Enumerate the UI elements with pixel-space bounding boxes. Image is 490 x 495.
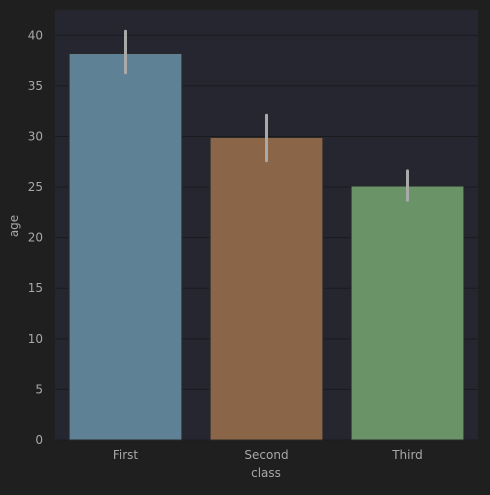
x-tick-label-first: First: [113, 448, 139, 462]
y-axis-ticks: 0 5 10 15 20 25 30 35 40: [28, 28, 43, 447]
x-tick-label-third: Third: [391, 448, 423, 462]
x-axis-ticks: First Second Third: [113, 448, 423, 462]
error-bars: [124, 29, 409, 202]
y-tick-label: 20: [28, 231, 43, 245]
y-tick-label: 35: [28, 79, 43, 93]
y-tick-label: 25: [28, 180, 43, 194]
y-tick-label: 5: [35, 382, 43, 396]
y-tick-label: 30: [28, 129, 43, 143]
bar-second: [209, 136, 324, 441]
bars: [68, 53, 465, 441]
y-tick-label: 15: [28, 281, 43, 295]
bar-first: [68, 53, 183, 441]
bar-third: [350, 185, 465, 441]
y-tick-label: 40: [28, 28, 43, 42]
y-tick-label: 10: [28, 332, 43, 346]
y-tick-label: 0: [35, 433, 43, 447]
x-axis-label: class: [251, 466, 281, 480]
y-axis-label: age: [7, 215, 21, 237]
x-tick-label-second: Second: [244, 448, 288, 462]
